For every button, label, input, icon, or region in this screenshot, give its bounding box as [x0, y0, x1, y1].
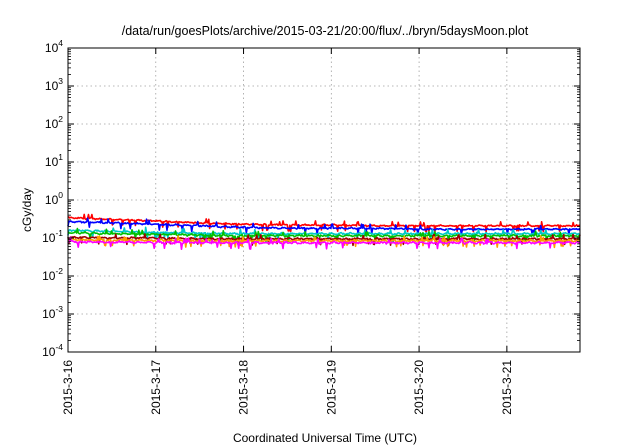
- y-tick-label: 100: [45, 190, 63, 207]
- y-tick-exponent: 0: [58, 190, 63, 200]
- y-tick-base: 10: [42, 231, 56, 245]
- y-tick-exponent: -4: [55, 342, 63, 352]
- x-axis-label: Coordinated Universal Time (UTC): [233, 431, 417, 445]
- x-tick-label: 2015-3-19: [324, 360, 338, 415]
- series-line-6: [67, 235, 581, 249]
- y-tick-exponent: 1: [58, 152, 63, 162]
- x-tick-label: 2015-3-17: [149, 360, 163, 415]
- x-tick-label: 2015-3-16: [61, 360, 75, 415]
- y-tick-exponent: 3: [58, 76, 63, 86]
- series-line-7: [67, 236, 581, 251]
- y-tick-base: 10: [45, 155, 59, 169]
- y-tick-label: 101: [45, 152, 63, 169]
- series-line-5: [67, 233, 581, 247]
- y-tick-base: 10: [45, 117, 59, 131]
- x-tick-label: 2015-3-18: [237, 360, 251, 415]
- x-tick-label: 2015-3-20: [412, 360, 426, 415]
- y-tick-base: 10: [45, 41, 59, 55]
- y-tick-label: 102: [45, 114, 63, 131]
- series-line-1: [67, 213, 581, 233]
- y-tick-label: 10-4: [42, 342, 63, 359]
- y-tick-label: 10-3: [42, 304, 63, 321]
- chart-title: /data/run/goesPlots/archive/2015-03-21/2…: [122, 24, 529, 38]
- y-tick-base: 10: [42, 345, 56, 359]
- y-tick-exponent: 2: [58, 114, 63, 124]
- series-line-3: [67, 226, 581, 241]
- x-tick-label: 2015-3-21: [500, 360, 514, 415]
- y-tick-exponent: -2: [55, 266, 63, 276]
- grid-lines: [68, 48, 580, 352]
- y-tick-base: 10: [45, 79, 59, 93]
- y-tick-exponent: 4: [58, 38, 63, 48]
- y-tick-label: 10-2: [42, 266, 63, 283]
- y-tick-base: 10: [45, 193, 59, 207]
- y-tick-label: 103: [45, 76, 63, 93]
- y-tick-exponent: -1: [55, 228, 63, 238]
- y-tick-base: 10: [42, 307, 56, 321]
- y-tick-label: 104: [45, 38, 63, 55]
- y-tick-exponent: -3: [55, 304, 63, 314]
- axes: 10-410-310-210-11001011021031042015-3-16…: [42, 38, 580, 415]
- series-line-2: [67, 217, 581, 236]
- series-layer: [67, 213, 581, 251]
- y-tick-label: 10-1: [42, 228, 63, 245]
- y-tick-base: 10: [42, 269, 56, 283]
- y-axis-label: cGy/day: [20, 188, 34, 232]
- series-line-4: [67, 227, 581, 243]
